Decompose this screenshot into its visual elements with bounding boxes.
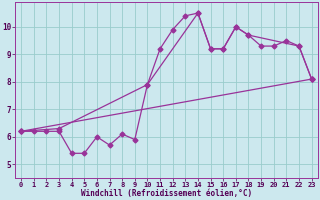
X-axis label: Windchill (Refroidissement éolien,°C): Windchill (Refroidissement éolien,°C) xyxy=(81,189,252,198)
